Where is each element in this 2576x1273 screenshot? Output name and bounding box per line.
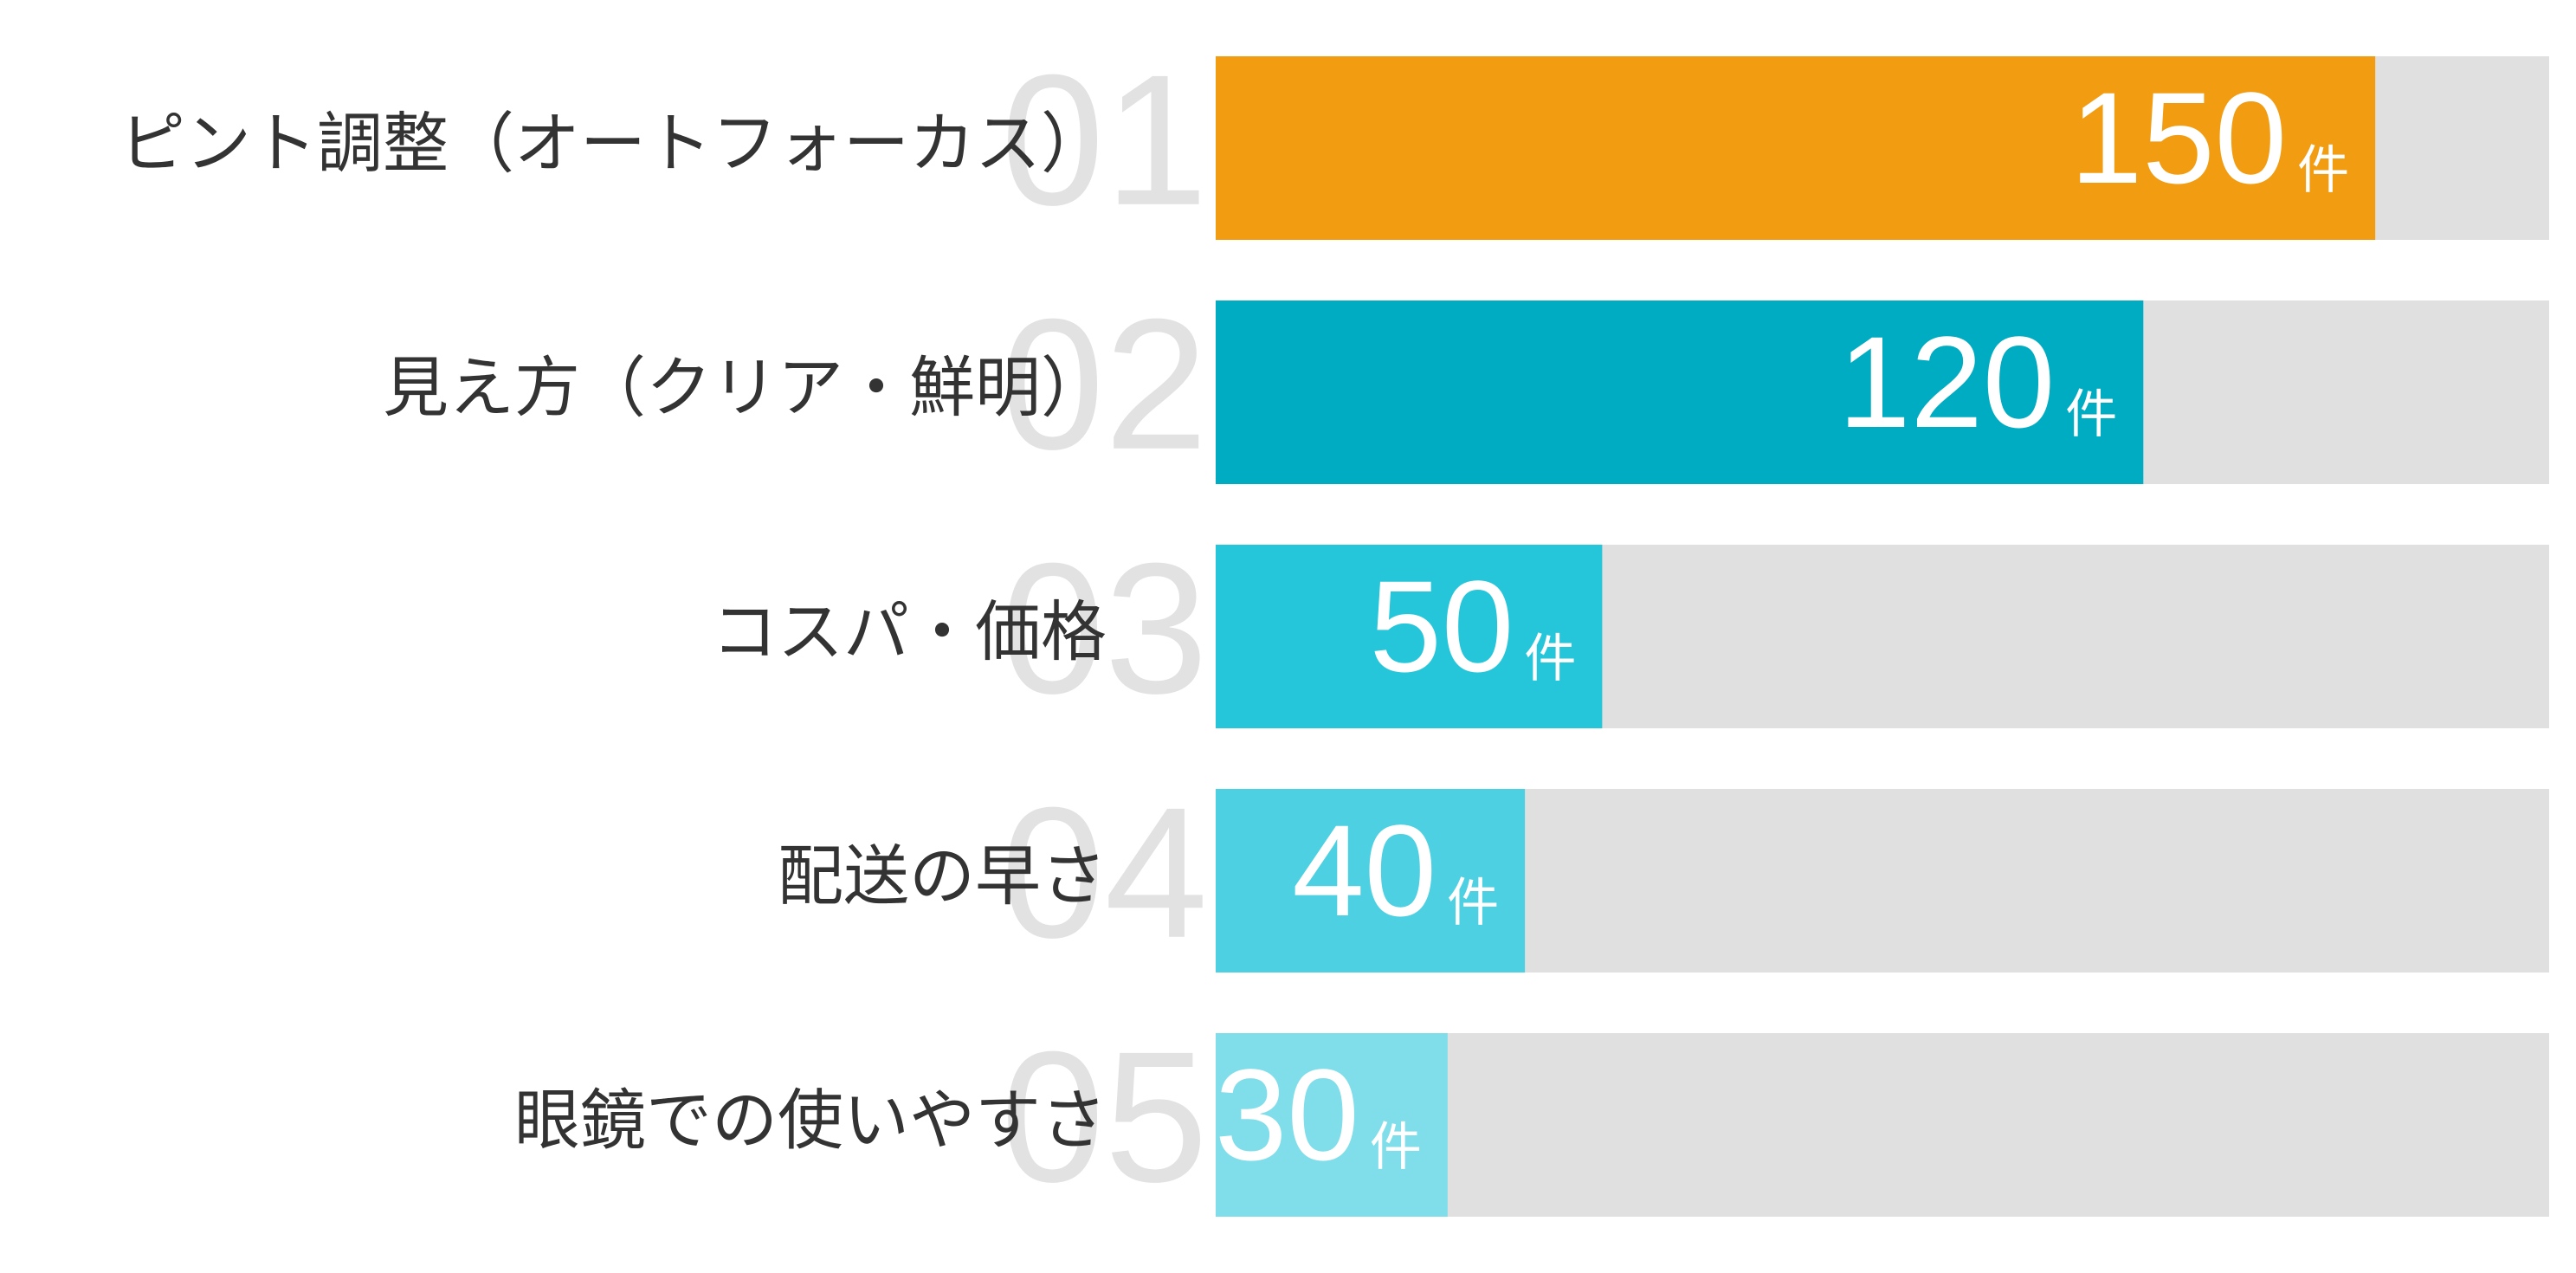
category-label: 眼鏡での使いやすさ bbox=[514, 1082, 1107, 1159]
category-label: ピント調整（オートフォーカス） bbox=[119, 105, 1107, 182]
rank-number: 05 bbox=[1001, 1012, 1208, 1221]
value-unit: 件 bbox=[1524, 630, 1576, 688]
category-label: 見え方（クリア・鮮明） bbox=[383, 349, 1107, 426]
value-label: 150 件 bbox=[2070, 65, 2349, 210]
rank-number: 01 bbox=[1001, 36, 1208, 244]
rank-number: 03 bbox=[1001, 524, 1208, 733]
value-label: 30 件 bbox=[1215, 1042, 1422, 1187]
bar bbox=[1216, 1033, 1448, 1217]
rank-number: 04 bbox=[1001, 768, 1208, 977]
bar bbox=[1216, 56, 2376, 240]
value-number: 120 bbox=[1838, 309, 2055, 455]
value-unit: 件 bbox=[2065, 385, 2117, 443]
value-label: 120 件 bbox=[1838, 309, 2117, 455]
value-label: 50 件 bbox=[1370, 553, 1577, 699]
value-unit: 件 bbox=[1370, 1118, 1422, 1176]
bar bbox=[1216, 545, 1603, 728]
value-number: 50 bbox=[1370, 553, 1514, 699]
value-number: 150 bbox=[2070, 65, 2287, 210]
value-unit: 件 bbox=[1447, 874, 1499, 932]
category-label: 配送の早さ bbox=[778, 837, 1107, 914]
value-number: 40 bbox=[1292, 798, 1436, 943]
rank-number: 02 bbox=[1001, 280, 1208, 488]
value-unit: 件 bbox=[2297, 141, 2349, 199]
bar bbox=[1216, 789, 1526, 973]
bar bbox=[1216, 300, 2144, 484]
category-label: コスパ・価格 bbox=[712, 593, 1107, 670]
value-label: 40 件 bbox=[1292, 798, 1499, 943]
value-number: 30 bbox=[1215, 1042, 1359, 1187]
